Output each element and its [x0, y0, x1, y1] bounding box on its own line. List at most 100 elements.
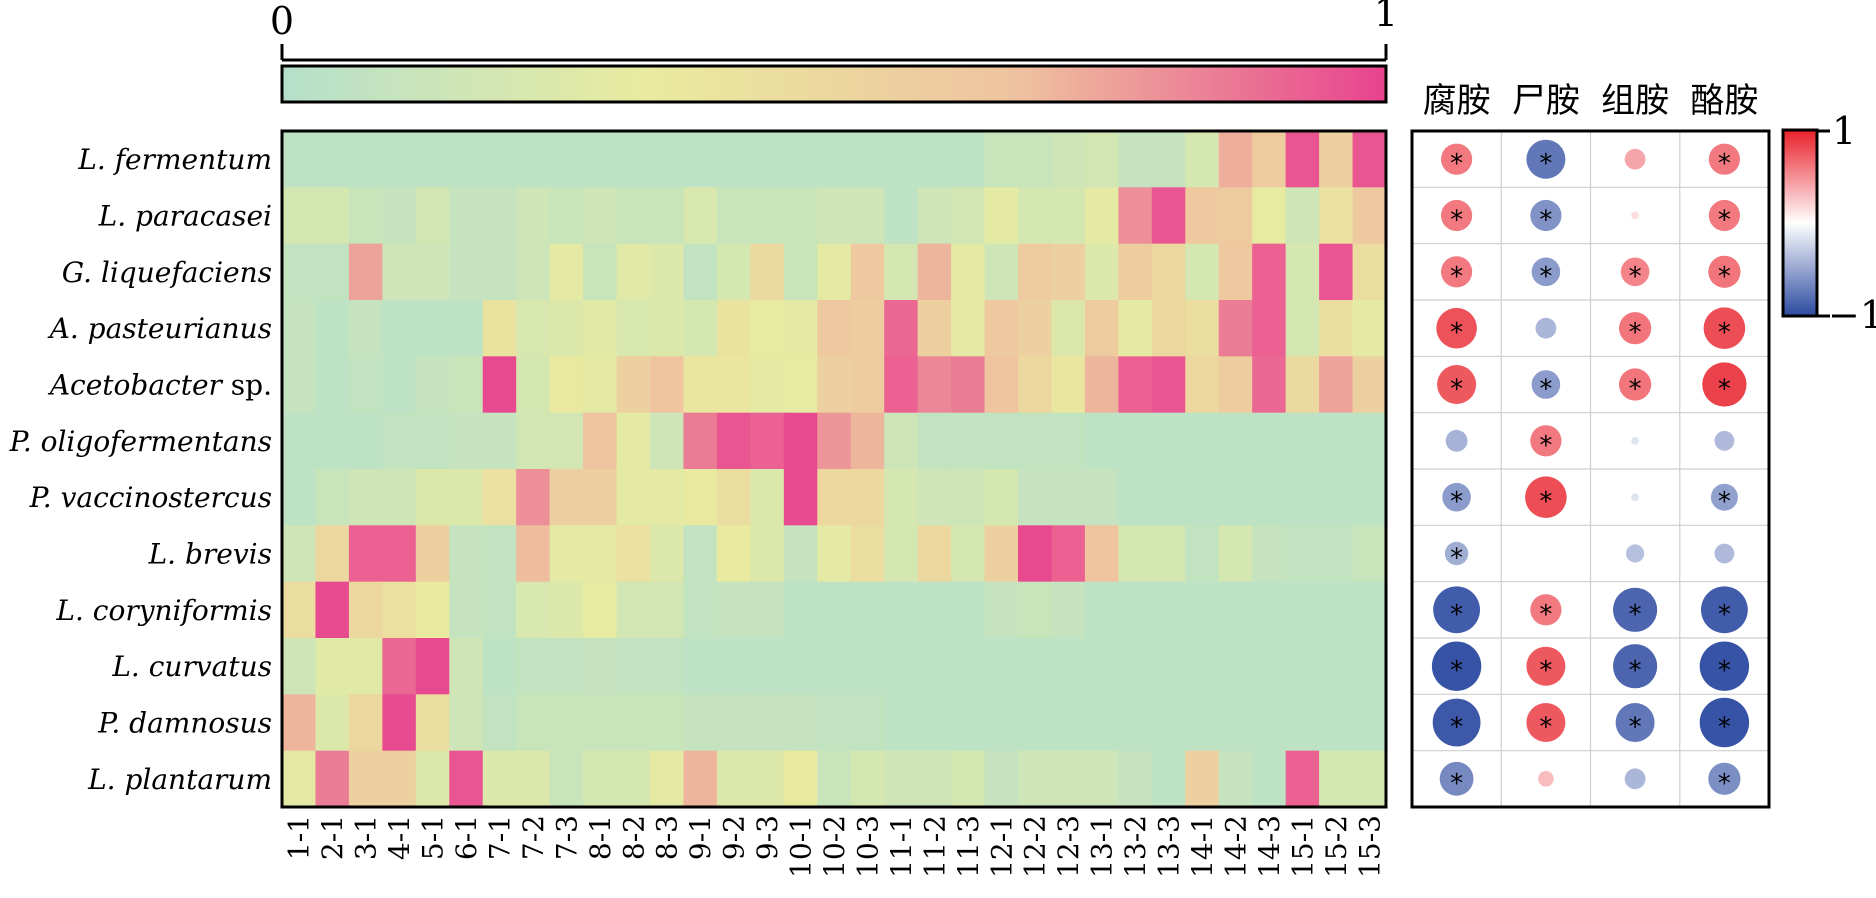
row-label: P. vaccinostercus	[29, 481, 272, 514]
correlation-bubble	[1620, 257, 1650, 287]
heatmap-cell	[616, 694, 651, 752]
significance-marker: *	[1718, 769, 1731, 799]
significance-marker: *	[1450, 487, 1463, 517]
heatmap-cell	[1185, 356, 1220, 414]
heatmap-cell	[1352, 581, 1387, 639]
heatmap-cell	[1151, 187, 1186, 245]
heatmap-cell	[1252, 300, 1287, 357]
heatmap-cell	[1285, 412, 1320, 470]
heatmap-cell	[951, 412, 986, 470]
heatmap-cell	[1151, 694, 1186, 752]
heatmap-cell	[817, 750, 852, 808]
heatmap-cell	[1252, 525, 1287, 583]
heatmap-cell	[951, 187, 986, 245]
heatmap-cell	[817, 131, 852, 188]
row-labels: L. fermentum L. paracasei G. liquefaciens A…	[9, 143, 272, 796]
heatmap-cell	[616, 638, 651, 695]
heatmap-cell	[750, 243, 785, 301]
heatmap-cell	[1285, 469, 1320, 526]
heatmap-cell	[583, 131, 618, 188]
heatmap-cell	[415, 581, 450, 639]
heatmap-cell	[616, 412, 651, 470]
significance-marker: *	[1629, 656, 1642, 686]
heatmap-cell	[1151, 581, 1186, 639]
column-label: 15-2	[1320, 815, 1353, 878]
heatmap-cell	[616, 525, 651, 583]
heatmap-cell	[1352, 638, 1387, 695]
heatmap-cell	[817, 243, 852, 301]
heatmap-cell	[1151, 469, 1186, 526]
correlation-bubble	[1619, 368, 1652, 401]
correlation-bubble	[1445, 429, 1468, 452]
heatmap-cell	[1319, 694, 1354, 752]
heatmap-cell	[282, 694, 317, 752]
heatmap-cell	[850, 638, 885, 695]
heatmap-cell	[415, 638, 450, 695]
heatmap-cell	[1285, 187, 1320, 245]
significance-marker: *	[1539, 600, 1552, 630]
heatmap-cell	[884, 581, 919, 639]
heatmap-cell	[382, 356, 417, 414]
heatmap-cell	[1151, 638, 1186, 695]
heatmap-cell	[716, 750, 751, 808]
heatmap-cell	[1018, 131, 1053, 188]
heatmap-cell	[1084, 638, 1119, 695]
heatmap-cell	[783, 131, 818, 188]
correlation-bubble	[1613, 644, 1658, 689]
heatmap-cell	[616, 131, 651, 188]
correlation-bubble	[1535, 317, 1557, 339]
heatmap-cell	[616, 581, 651, 639]
heatmap-cell	[282, 469, 317, 526]
heatmap-cell	[1084, 356, 1119, 414]
heatmap-cell	[1084, 187, 1119, 245]
heatmap-cell	[1118, 525, 1153, 583]
heatmap-cell	[1352, 694, 1387, 752]
heatmap-cell	[1118, 412, 1153, 470]
heatmap-cell	[449, 581, 484, 639]
main-colorbar-max-label: 1	[1374, 0, 1398, 35]
heatmap-cell	[1218, 187, 1253, 245]
heatmap-cell	[1185, 581, 1220, 639]
heatmap-cell	[1018, 525, 1053, 583]
heatmap-cell	[415, 750, 450, 808]
heatmap-cell	[382, 469, 417, 526]
heatmap-cell	[348, 469, 383, 526]
heatmap-cell	[1151, 750, 1186, 808]
heatmap-cell	[917, 356, 952, 414]
heatmap-cell	[1352, 412, 1387, 470]
heatmap-cell	[348, 187, 383, 245]
heatmap-cell	[315, 131, 350, 188]
heatmap-cell	[1285, 300, 1320, 357]
correlation-bubble	[1703, 307, 1746, 350]
column-label: 7-3	[550, 815, 583, 860]
heatmap-cell	[516, 750, 551, 808]
correlation-bubble	[1436, 307, 1477, 349]
column-label: 7-2	[517, 815, 550, 860]
heatmap-cell	[884, 750, 919, 808]
significance-marker: *	[1718, 318, 1731, 348]
heatmap-cell	[449, 525, 484, 583]
heatmap-cell	[1151, 356, 1186, 414]
heatmap-cell	[1051, 131, 1086, 188]
heatmap-cell	[884, 638, 919, 695]
correlation-bubble	[1619, 312, 1652, 345]
heatmap-cell	[984, 412, 1019, 470]
heatmap-cell	[1352, 750, 1387, 808]
heatmap-cell	[348, 300, 383, 357]
heatmap-cell	[1319, 187, 1354, 245]
heatmap-cell	[549, 694, 584, 752]
heatmap-cell	[917, 581, 952, 639]
heatmap-cell	[750, 131, 785, 188]
heatmap-cell	[348, 694, 383, 752]
heatmap-cell	[1185, 187, 1220, 245]
heatmap-cell	[1252, 750, 1287, 808]
heatmap-cell	[1285, 243, 1320, 301]
heatmap-cell	[716, 694, 751, 752]
correlation-bubble	[1699, 641, 1750, 691]
heatmap-cell	[783, 525, 818, 583]
heatmap-cell	[1319, 300, 1354, 357]
heatmap-cell	[1185, 469, 1220, 526]
significance-marker: *	[1718, 206, 1731, 236]
correlation-frame	[1410, 129, 1771, 809]
